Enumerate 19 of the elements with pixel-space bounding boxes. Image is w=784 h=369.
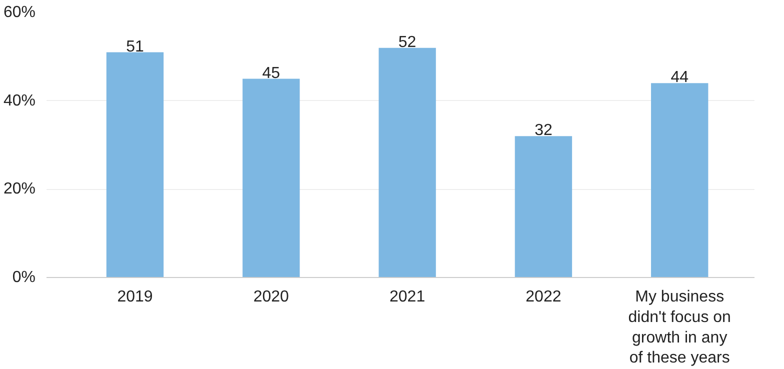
- y-tick-label: 20%: [3, 180, 36, 198]
- x-tick-label: 2020: [253, 288, 290, 306]
- data-label: 52: [398, 34, 416, 51]
- data-label: 44: [670, 69, 689, 86]
- x-tick-label: 2019: [117, 288, 153, 306]
- bar: [242, 78, 300, 278]
- bar: [514, 136, 572, 278]
- y-tick-label: 60%: [3, 4, 36, 21]
- data-label: 45: [262, 64, 280, 82]
- data-label: 32: [534, 122, 552, 140]
- x-tick-label: My business didn't focus on growth in any of these years: [628, 288, 731, 367]
- y-tick-label: 0%: [12, 269, 36, 286]
- bar: [106, 52, 164, 278]
- x-tick-label: 2021: [390, 288, 426, 306]
- bar: [378, 48, 436, 278]
- y-tick-label: 40%: [3, 92, 36, 110]
- x-tick-label: 2022: [526, 288, 562, 306]
- data-label: 51: [126, 38, 144, 56]
- bar: [651, 83, 708, 278]
